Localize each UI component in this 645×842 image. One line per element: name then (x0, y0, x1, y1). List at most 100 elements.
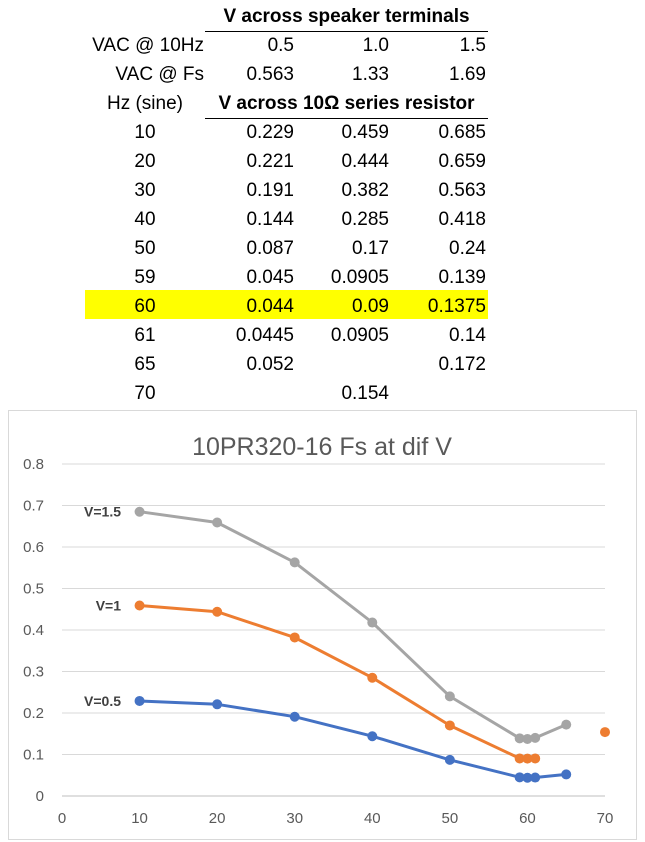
y-tick-label: 0.4 (23, 622, 44, 639)
data-point (530, 732, 541, 743)
table-row-hz: 70 (134, 383, 156, 404)
table-row-hz: 60 (134, 296, 156, 317)
y-tick-label: 0.2 (23, 705, 44, 722)
data-point (561, 719, 572, 730)
cell-vac10-c1: 0.5 (267, 35, 294, 56)
x-tick-label: 60 (519, 810, 536, 827)
table-row-hz: 40 (134, 209, 156, 230)
table-cell: 0.09 (352, 296, 389, 317)
data-point (289, 632, 300, 643)
data-point (514, 772, 525, 783)
cell-vacfs-c2: 1.33 (352, 64, 389, 85)
series-label: V=1 (96, 598, 122, 614)
x-tick-label: 20 (209, 810, 226, 827)
table-cell: 0.14 (449, 325, 486, 346)
data-point (289, 557, 300, 568)
table-row-hz: 61 (134, 325, 156, 346)
data-point (289, 711, 300, 722)
table-cell: 0.459 (341, 122, 389, 143)
table-cell: 0.659 (438, 151, 486, 172)
header-speaker-terminals: V across speaker terminals (205, 2, 488, 32)
table-cell: 0.221 (246, 151, 294, 172)
data-point (514, 733, 525, 744)
data-point (530, 772, 541, 783)
table-row-hz: 65 (134, 354, 156, 375)
data-point (212, 517, 223, 528)
table-cell: 0.685 (438, 122, 486, 143)
cell-vac10-c3: 1.5 (459, 35, 486, 56)
y-tick-label: 0.6 (23, 539, 44, 556)
x-tick-label: 40 (364, 810, 381, 827)
table-cell: 0.563 (438, 180, 486, 201)
x-tick-label: 0 (58, 810, 66, 827)
data-point (514, 753, 525, 764)
data-point (444, 691, 455, 702)
table-cell: 0.24 (449, 238, 486, 259)
x-tick-label: 10 (131, 810, 148, 827)
cell-vacfs-c1: 0.563 (246, 64, 294, 85)
chart-frame (8, 410, 637, 840)
data-point (600, 727, 610, 738)
row-label-vac-fs: VAC @ Fs (115, 64, 204, 85)
series-label: V=0.5 (84, 693, 121, 709)
y-tick-label: 0.5 (23, 581, 44, 598)
data-point (134, 695, 145, 706)
data-point (444, 720, 455, 731)
data-point (522, 733, 533, 744)
table-cell: 0.172 (438, 354, 486, 375)
data-table: V across speaker terminals VAC @ 10Hz 0.… (0, 0, 645, 408)
table-cell: 0.444 (341, 151, 389, 172)
table-cell: 0.418 (438, 209, 486, 230)
data-point (367, 617, 378, 628)
table-cell: 0.229 (246, 122, 294, 143)
table-cell: 0.139 (438, 267, 486, 288)
table-cell: 0.0445 (235, 325, 294, 346)
table-cell: 0.382 (341, 180, 389, 201)
data-point (561, 769, 572, 780)
y-tick-label: 0.7 (23, 498, 44, 515)
row-label-vac-10hz: VAC @ 10Hz (92, 35, 204, 56)
chart-title: 10PR320-16 Fs at dif V (192, 433, 452, 461)
header-series-resistor: V across 10Ω series resistor (205, 89, 488, 119)
table-row-hz: 59 (134, 267, 156, 288)
data-point (134, 506, 145, 517)
table-row-hz: 10 (134, 122, 156, 143)
data-point (134, 600, 145, 611)
x-tick-label: 50 (442, 810, 459, 827)
data-point (367, 731, 378, 742)
x-tick-label: 70 (597, 810, 614, 827)
table-cell: 0.0905 (330, 325, 389, 346)
table-cell: 0.052 (246, 354, 294, 375)
table-cell: 0.044 (246, 296, 294, 317)
data-point (212, 699, 223, 710)
y-tick-label: 0.8 (23, 456, 44, 473)
data-point (522, 772, 533, 783)
series-label: V=1.5 (84, 504, 121, 520)
data-point (522, 753, 533, 764)
table-row-hz: 50 (134, 238, 156, 259)
hz-sine-header: Hz (sine) (106, 93, 183, 114)
table-cell: 0.17 (352, 238, 389, 259)
table-cell: 0.045 (246, 267, 294, 288)
table-cell: 0.191 (246, 180, 294, 201)
data-point (212, 606, 223, 617)
y-tick-label: 0.3 (23, 664, 44, 681)
y-tick-label: 0 (36, 788, 44, 805)
table-cell: 0.285 (341, 209, 389, 230)
table-cell: 0.0905 (330, 267, 389, 288)
highlight-row-60 (85, 290, 488, 319)
table-cell: 0.144 (246, 209, 294, 230)
table-cell: 0.1375 (427, 296, 486, 317)
cell-vac10-c2: 1.0 (362, 35, 389, 56)
data-point (367, 672, 378, 683)
x-tick-label: 30 (286, 810, 303, 827)
data-point (530, 753, 541, 764)
table-row-hz: 20 (134, 151, 156, 172)
cell-vacfs-c3: 1.69 (449, 64, 486, 85)
y-tick-label: 0.1 (23, 747, 44, 764)
series-line (139, 604, 536, 761)
table-cell: 0.087 (246, 238, 294, 259)
table-cell: 0.154 (341, 383, 389, 404)
data-point (444, 754, 455, 765)
